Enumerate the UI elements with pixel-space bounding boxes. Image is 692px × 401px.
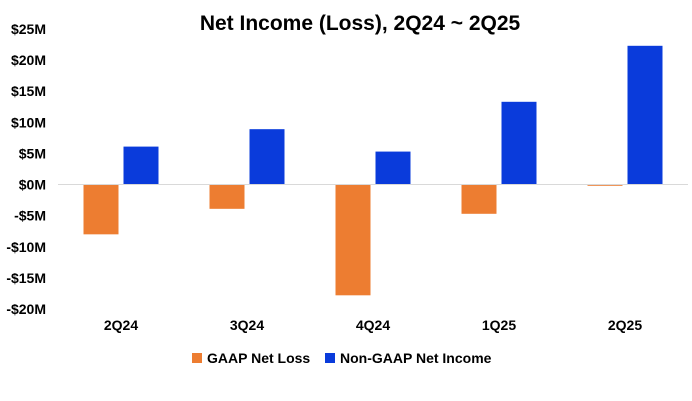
gaap-net-loss-bar <box>335 184 371 296</box>
y-tick-label: -$5M <box>14 208 46 224</box>
y-tick-label: $25M <box>11 21 46 37</box>
chart-title: Net Income (Loss), 2Q24 ~ 2Q25 <box>200 12 521 35</box>
legend-label: GAAP Net Loss <box>207 350 310 366</box>
y-tick-label: $20M <box>11 52 46 68</box>
y-tick-label: -$20M <box>6 301 46 317</box>
y-tick-label: $15M <box>11 83 46 99</box>
legend-swatch-gaap-net-loss <box>192 353 202 363</box>
x-tick-label: 2Q25 <box>608 317 642 333</box>
y-tick-label: -$15M <box>6 270 46 286</box>
x-axis: 2Q24 3Q24 4Q24 1Q25 2Q25 <box>104 317 642 333</box>
gaap-net-loss-bar <box>461 184 497 214</box>
x-tick-label: 3Q24 <box>230 317 264 333</box>
legend-swatch-non-gaap-net-income <box>325 353 335 363</box>
y-tick-label: $10M <box>11 114 46 130</box>
legend: GAAP Net Loss Non-GAAP Net Income <box>192 350 492 366</box>
y-tick-label: -$10M <box>6 239 46 255</box>
x-tick-label: 1Q25 <box>482 317 516 333</box>
y-tick-label: $5M <box>19 145 46 161</box>
gaap-net-loss-bar <box>83 184 119 235</box>
non-gaap-net-income-bar <box>123 146 159 185</box>
legend-label: Non-GAAP Net Income <box>340 350 492 366</box>
non-gaap-net-income-bar <box>501 101 537 185</box>
y-axis: $25M $20M $15M $10M $5M $0M -$5M -$10M -$15M -$20… <box>6 21 46 317</box>
non-gaap-net-income-bar <box>375 151 411 185</box>
x-tick-label: 2Q24 <box>104 317 138 333</box>
gaap-net-loss-bar <box>209 184 245 209</box>
x-tick-label: 4Q24 <box>356 317 390 333</box>
bars <box>83 45 663 296</box>
non-gaap-net-income-bar <box>249 129 285 185</box>
y-tick-label: $0M <box>19 177 46 193</box>
non-gaap-net-income-bar <box>627 45 663 185</box>
gaap-net-loss-bar <box>587 184 623 186</box>
